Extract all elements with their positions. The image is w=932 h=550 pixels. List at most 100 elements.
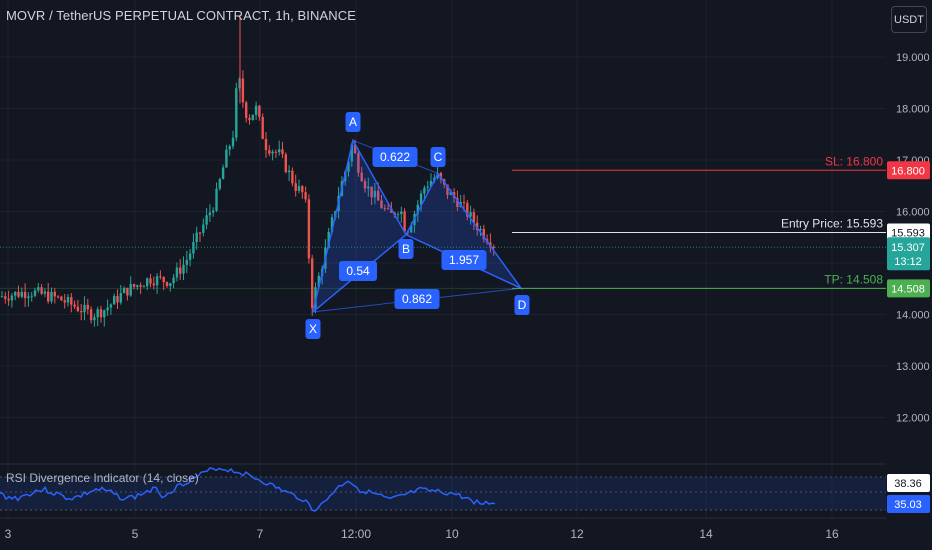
candle-body [228, 146, 231, 150]
point-b: B [398, 239, 414, 259]
candle-body [271, 151, 274, 154]
xb-ratio-text: 0.54 [346, 264, 370, 278]
point-x-text: X [309, 322, 317, 336]
candle-body [53, 291, 56, 297]
candle-body [396, 214, 400, 216]
candle-body [20, 291, 23, 297]
point-x: X [305, 319, 321, 339]
chart-title: MOVR / TetherUS PERPETUAL CONTRACT, 1h, … [6, 8, 357, 23]
tp-label: TP: 14.508 [824, 272, 883, 286]
time-tick: 3 [5, 527, 12, 541]
candle-body [264, 138, 268, 151]
entry-badge-bg [887, 223, 930, 242]
xb-ratio: 0.54 [339, 261, 377, 281]
currency-button[interactable]: USDT [891, 6, 927, 33]
candle-body [159, 276, 162, 278]
candle-body [373, 190, 377, 198]
candle-body [179, 267, 182, 274]
sl-badge-bg [887, 161, 930, 180]
candle-body [155, 276, 159, 286]
candle-body [113, 295, 116, 305]
candle-body [56, 296, 60, 298]
candle-body [10, 295, 14, 301]
candle-body [83, 304, 86, 313]
price-tick: 14.000 [896, 310, 930, 322]
candle-body [60, 296, 63, 301]
tp-badge-bg [887, 279, 930, 298]
candle-body [284, 154, 287, 173]
candle-body [403, 211, 406, 232]
tp-badge-text: 14.508 [891, 283, 925, 295]
candle-body [231, 137, 235, 147]
candle-body [314, 287, 317, 309]
candle-body [462, 202, 466, 204]
candle-body [66, 297, 70, 303]
candle-body [27, 296, 30, 298]
candle-body [353, 144, 357, 154]
candle-body [304, 192, 307, 200]
candle-body [149, 278, 152, 284]
price-tick: 19.000 [896, 52, 930, 64]
candle-body [17, 291, 20, 297]
xab-ratio-text: 0.622 [380, 150, 410, 164]
point-a: A [345, 112, 361, 132]
candle-body [357, 153, 360, 173]
xab-ratio-bg [372, 147, 418, 167]
candle-body [287, 170, 291, 173]
candle-body [129, 284, 132, 296]
rsi-value-badge-text: 35.03 [894, 499, 922, 511]
candle-body [248, 117, 251, 121]
bcd-ratio: 1.957 [441, 250, 487, 270]
point-b-bg [398, 239, 414, 259]
candle-body [367, 186, 370, 189]
candle-body [466, 202, 469, 217]
candle-body [281, 149, 284, 155]
rsi-upper-badge-bg [887, 474, 930, 492]
candle-body [221, 167, 225, 180]
price-tick: 12.000 [896, 413, 930, 425]
bcd-ratio-bg [441, 250, 487, 270]
trade-levels: SL: 16.800 Entry Price: 15.593 TP: 14.508 [0, 154, 886, 289]
candle-body [0, 296, 4, 298]
candle-body [76, 306, 80, 312]
rsi-title: RSI Divergence Indicator (14, close) [6, 471, 199, 485]
rsi-panel [0, 463, 886, 512]
candle-body [241, 78, 245, 103]
candle-body [472, 212, 476, 223]
candle-body [363, 181, 367, 189]
candle-body [215, 188, 218, 211]
candle-body [429, 181, 433, 187]
candle-body [185, 259, 188, 265]
candle-body [165, 282, 169, 287]
candle-body [142, 286, 146, 288]
candle-body [235, 88, 238, 138]
candle-body [109, 304, 113, 308]
candle-body [274, 151, 278, 153]
current-price-text: 15.307 [891, 242, 925, 254]
candle-body [119, 293, 122, 303]
candle-body [449, 192, 452, 195]
candle-body [50, 291, 53, 302]
price-tick: 16.000 [896, 207, 930, 219]
xb-ratio-bg [339, 261, 377, 281]
candle-body [297, 186, 301, 191]
price-axis-bg [886, 0, 932, 550]
candle-body [116, 295, 119, 303]
xd-ratio-bg [394, 289, 440, 309]
candle-body [7, 298, 10, 301]
candle-body [205, 215, 208, 225]
candle-body [132, 284, 136, 287]
rsi-value-badge-bg [887, 495, 930, 513]
candle-body [192, 241, 195, 254]
candle-body [89, 309, 93, 321]
point-c: C [430, 147, 446, 167]
time-tick: 12:00 [341, 527, 371, 541]
point-a-bg [345, 112, 361, 132]
time-tick: 12 [570, 527, 584, 541]
time-tick: 14 [699, 527, 713, 541]
candle-body [208, 212, 212, 216]
candle-body [139, 285, 142, 287]
time-axis[interactable]: 3 5 7 12:00 10 12 14 16 [0, 517, 886, 541]
price-axis[interactable]: 19.00018.00017.00016.00015.00014.00013.0… [886, 0, 932, 550]
